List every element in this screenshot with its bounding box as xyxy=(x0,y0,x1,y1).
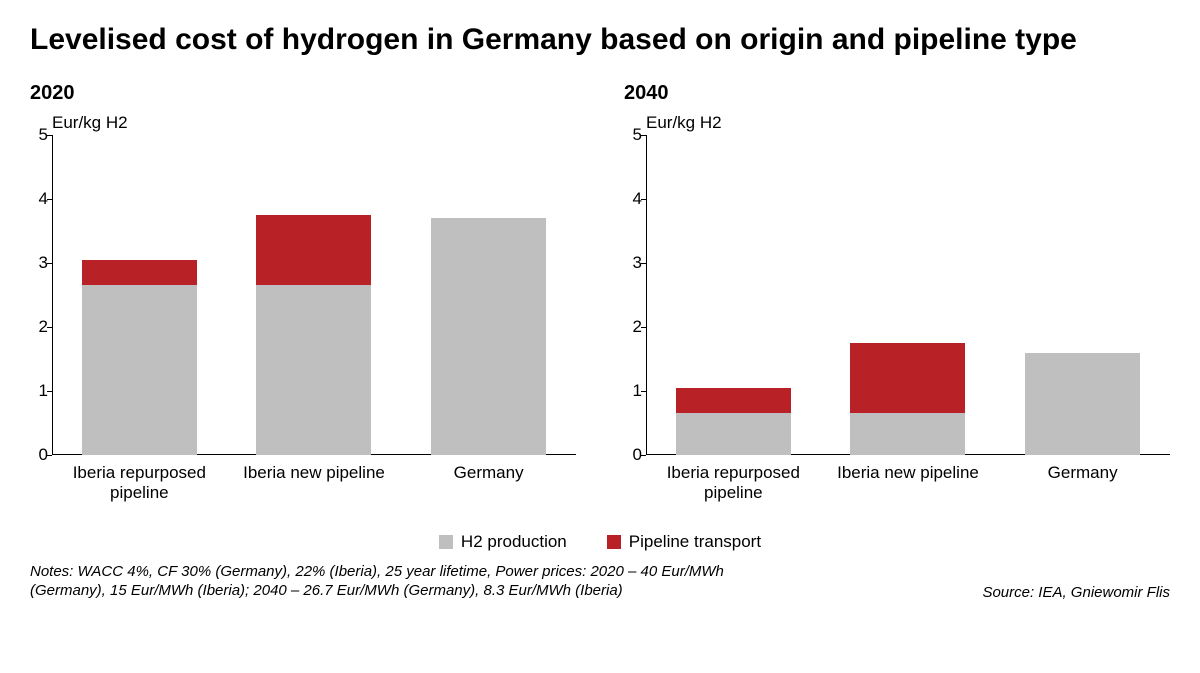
y-tick-label: 4 xyxy=(30,189,48,209)
y-tick-label: 4 xyxy=(624,189,642,209)
y-tick-label: 1 xyxy=(624,381,642,401)
y-axis-label-2040: Eur/kg H2 xyxy=(646,113,1170,133)
footer: Notes: WACC 4%, CF 30% (Germany), 22% (I… xyxy=(30,562,1170,601)
legend-swatch-h2-production xyxy=(439,535,453,549)
y-tick-label: 3 xyxy=(30,253,48,273)
y-tick-label: 0 xyxy=(30,445,48,465)
panel-title-2040: 2040 xyxy=(624,82,1170,105)
legend-swatch-pipeline-transport xyxy=(607,535,621,549)
y-tick-label: 2 xyxy=(30,317,48,337)
y-tick-mark xyxy=(641,455,646,456)
chart-title: Levelised cost of hydrogen in Germany ba… xyxy=(30,22,1170,58)
panels-row: 2020 Eur/kg H2 012345 xyxy=(30,82,1170,504)
y-tick-label: 1 xyxy=(30,381,48,401)
bar-seg-production xyxy=(82,285,197,455)
y-axis-label-2020: Eur/kg H2 xyxy=(52,113,576,133)
bar-iberia-new-2020 xyxy=(256,135,371,455)
y-tick-label: 2 xyxy=(624,317,642,337)
legend-label: H2 production xyxy=(461,532,567,552)
legend-label: Pipeline transport xyxy=(629,532,761,552)
panel-title-2020: 2020 xyxy=(30,82,576,105)
xlabel: Iberia repurposed pipeline xyxy=(64,463,214,504)
source-text: Source: IEA, Gniewomir Flis xyxy=(982,584,1170,601)
xlabel: Germany xyxy=(414,463,564,504)
panel-2020: 2020 Eur/kg H2 012345 xyxy=(30,82,576,504)
y-tick-label: 5 xyxy=(30,125,48,145)
x-labels-2020: Iberia repurposed pipeline Iberia new pi… xyxy=(52,463,576,504)
bar-iberia-repurposed-2040 xyxy=(676,135,791,455)
xlabel: Iberia new pipeline xyxy=(833,463,983,504)
bar-seg-production xyxy=(676,413,791,455)
y-tick-label: 5 xyxy=(624,125,642,145)
panel-2040: 2040 Eur/kg H2 012345 xyxy=(624,82,1170,504)
legend: H2 production Pipeline transport xyxy=(30,532,1170,552)
bars-2020 xyxy=(52,135,576,455)
bar-seg-production xyxy=(850,413,965,455)
y-tick-label: 0 xyxy=(624,445,642,465)
bar-seg-production xyxy=(431,218,546,455)
xlabel: Iberia repurposed pipeline xyxy=(658,463,808,504)
legend-item-pipeline-transport: Pipeline transport xyxy=(607,532,761,552)
legend-item-h2-production: H2 production xyxy=(439,532,567,552)
xlabel: Germany xyxy=(1008,463,1158,504)
plot-area-2040: 012345 xyxy=(646,135,1170,455)
x-labels-2040: Iberia repurposed pipeline Iberia new pi… xyxy=(646,463,1170,504)
bar-germany-2020 xyxy=(431,135,546,455)
notes-text: Notes: WACC 4%, CF 30% (Germany), 22% (I… xyxy=(30,562,730,601)
y-tick-label: 3 xyxy=(624,253,642,273)
xlabel: Iberia new pipeline xyxy=(239,463,389,504)
bar-seg-pipeline xyxy=(676,388,791,414)
bar-seg-pipeline xyxy=(256,215,371,285)
bar-seg-production xyxy=(256,285,371,455)
bar-iberia-new-2040 xyxy=(850,135,965,455)
bars-2040 xyxy=(646,135,1170,455)
plot-area-2020: 012345 xyxy=(52,135,576,455)
bar-iberia-repurposed-2020 xyxy=(82,135,197,455)
y-tick-mark xyxy=(47,455,52,456)
bar-seg-production xyxy=(1025,353,1140,455)
bar-seg-pipeline xyxy=(82,260,197,286)
bar-seg-pipeline xyxy=(850,343,965,413)
bar-germany-2040 xyxy=(1025,135,1140,455)
